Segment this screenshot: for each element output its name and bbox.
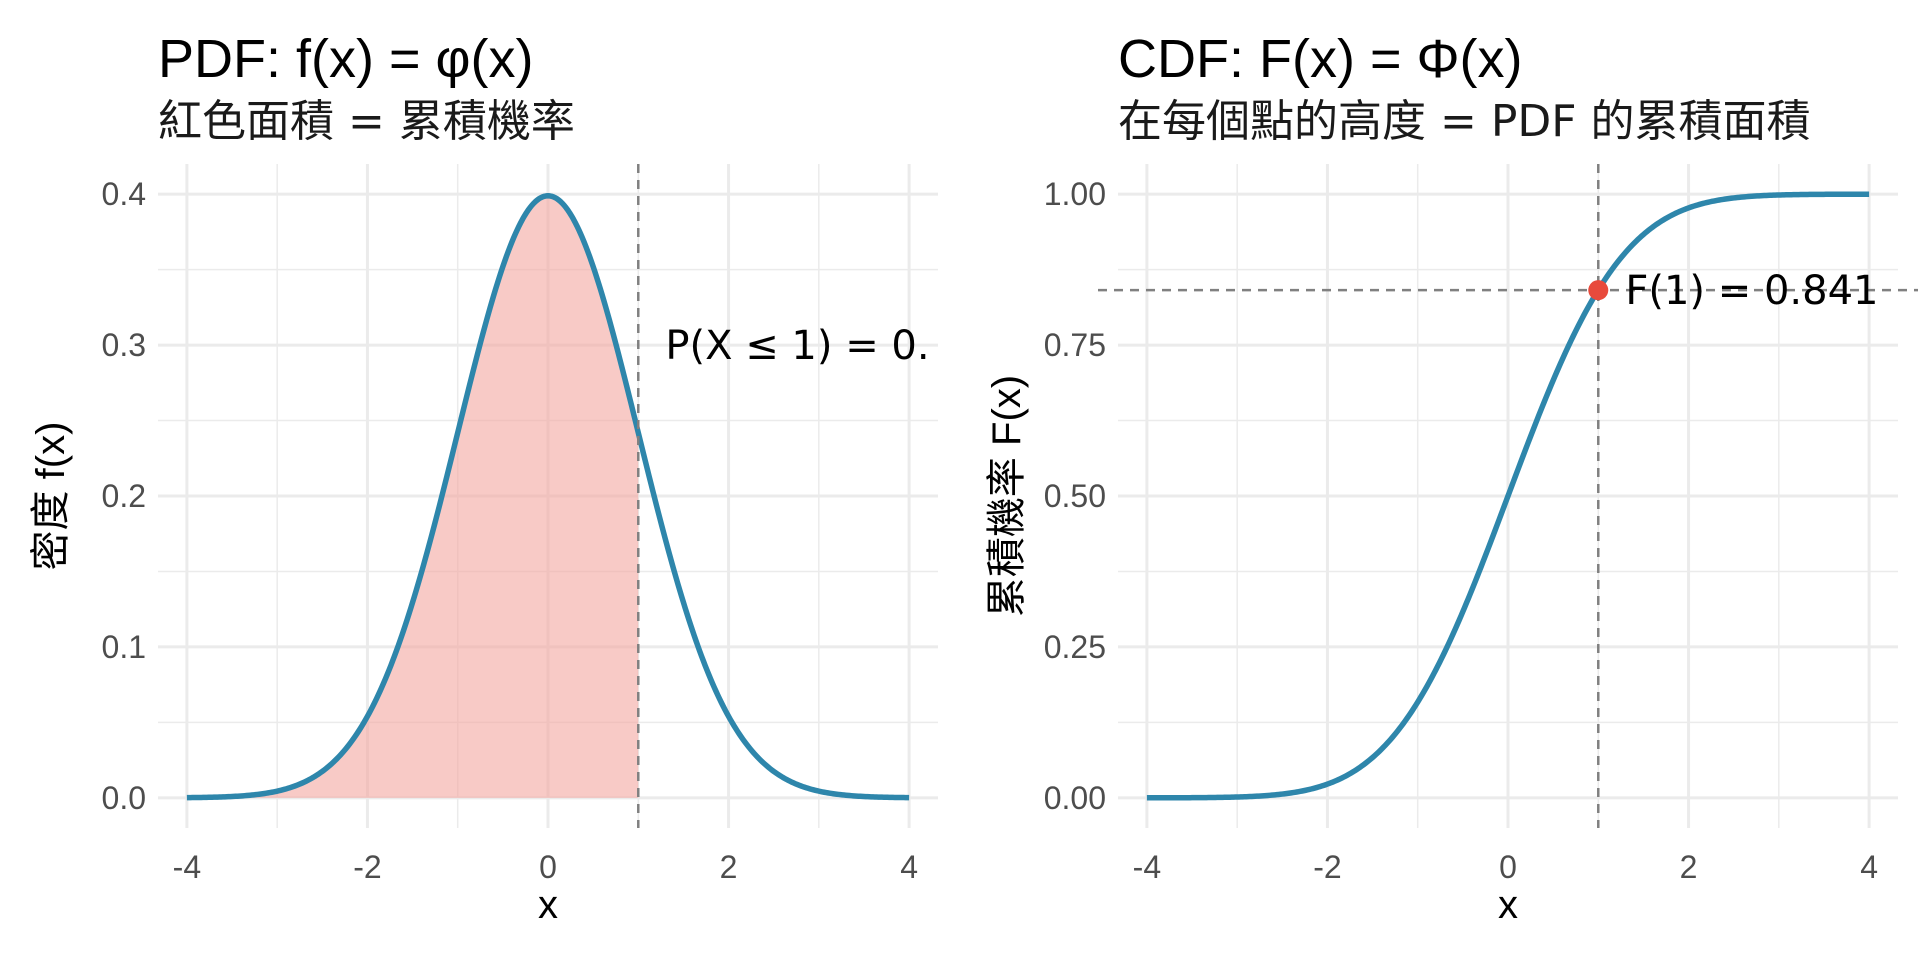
cdf-y-tick-label: 1.00 bbox=[1044, 176, 1106, 212]
pdf-x-tick-label: 0 bbox=[539, 849, 557, 885]
cdf-curve-line bbox=[1145, 191, 1871, 801]
cdf-x-tick-label: 4 bbox=[1860, 849, 1878, 885]
cdf-x-axis-title: x bbox=[1498, 883, 1518, 927]
cdf-title: CDF: F(x) = Φ(x) bbox=[1118, 29, 1523, 89]
pdf-x-tick-label: -4 bbox=[173, 849, 201, 885]
pdf-y-tick-label: 0.1 bbox=[102, 629, 146, 665]
pdf-panel: PDF: f(x) = φ(x) 紅色面積 = 累積機率 -4 -2 0 2 4 0.0 0… bbox=[29, 29, 938, 927]
pdf-y-tick-label: 0.0 bbox=[102, 780, 146, 816]
pdf-title: PDF: f(x) = φ(x) bbox=[158, 29, 534, 89]
cdf-y-tick-label: 0.25 bbox=[1044, 629, 1106, 665]
pdf-y-tick-label: 0.2 bbox=[102, 478, 146, 514]
cdf-panel: CDF: F(x) = Φ(x) 在每個點的高度 = PDF 的累積面積 -4-… bbox=[960, 0, 1920, 960]
cdf-y-tick-label: 0.50 bbox=[1044, 478, 1106, 514]
cdf-y-tick-label: 0.00 bbox=[1044, 780, 1106, 816]
cdf-x-tick-label: -2 bbox=[1313, 849, 1341, 885]
pdf-x-tick-label: 4 bbox=[900, 849, 918, 885]
cdf-highlight-point bbox=[1588, 280, 1609, 301]
cdf-annotation: F(1) = 0.841 bbox=[1625, 268, 1878, 314]
pdf-y-axis-title: 密度 f(x) bbox=[29, 422, 73, 571]
pdf-subtitle: 紅色面積 = 累積機率 bbox=[158, 96, 575, 147]
pdf-y-tick-label: 0.4 bbox=[102, 176, 146, 212]
pdf-shaded-area bbox=[186, 195, 639, 798]
pdf-x-tick-label: 2 bbox=[720, 849, 738, 885]
cdf-y-tick-label: 0.75 bbox=[1044, 327, 1106, 363]
cdf-plot: -4 -2 0 2 4 0.00 0.25 0.50 0.75 1.00 F(1) = 0.841 x… bbox=[985, 164, 1918, 927]
pdf-x-axis-title: x bbox=[538, 883, 558, 927]
pdf-plot: -4 -2 0 2 4 0.0 0.1 0.2 0.3 0.4 P(X ≤ 1) = 0. x 密度 f… bbox=[29, 164, 938, 927]
cdf-y-axis-title: 累積機率 F(x) bbox=[985, 375, 1029, 617]
pdf-x-tick-label: -2 bbox=[353, 849, 381, 885]
pdf-y-tick-label: 0.3 bbox=[102, 327, 146, 363]
cdf-x-tick-label: 2 bbox=[1680, 849, 1698, 885]
cdf-x-tick-label: -4 bbox=[1133, 849, 1161, 885]
cdf-x-tick-label: 0 bbox=[1499, 849, 1517, 885]
cdf-subtitle: 在每個點的高度 = PDF 的累積面積 bbox=[1118, 96, 1811, 147]
pdf-curve-line bbox=[185, 193, 911, 801]
pdf-annotation: P(X ≤ 1) = 0. bbox=[665, 323, 929, 369]
